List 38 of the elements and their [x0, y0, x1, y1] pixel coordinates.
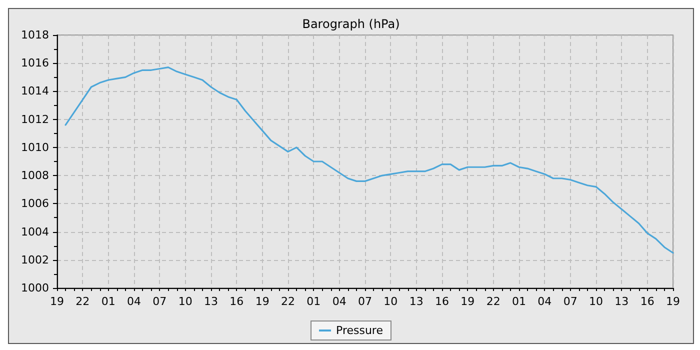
y-tick-label: 1004: [21, 225, 49, 238]
x-tick-label: 01: [512, 295, 526, 308]
x-tick-label: 13: [614, 295, 629, 308]
y-tick-label: 1012: [21, 112, 49, 126]
x-tick-label: 07: [152, 295, 167, 308]
x-tick-label: 04: [127, 295, 141, 308]
chart-title: Barograph (hPa): [302, 17, 400, 31]
x-tick-label: 13: [409, 295, 424, 308]
y-tick-label: 1002: [21, 253, 49, 266]
y-tick-label: 1010: [21, 140, 49, 154]
x-tick-label: 19: [666, 295, 680, 308]
x-tick-label: 10: [589, 295, 603, 308]
x-tick-label: 07: [563, 295, 578, 308]
x-tick-label: 01: [306, 295, 321, 308]
x-tick-label: 04: [332, 295, 346, 308]
y-tick-label: 1008: [21, 169, 49, 182]
x-tick-label: 22: [281, 295, 295, 308]
x-tick-label: 16: [640, 295, 654, 308]
x-tick-label: 16: [230, 295, 244, 308]
legend-label: Pressure: [336, 324, 384, 337]
x-tick-label: 01: [101, 295, 116, 308]
x-tick-label: 16: [435, 295, 449, 308]
x-tick-label: 19: [50, 295, 64, 308]
y-tick-label: 1006: [21, 197, 49, 210]
x-tick-label: 04: [538, 295, 552, 308]
y-tick-label: 1000: [21, 282, 49, 294]
x-tick-label: 10: [384, 295, 398, 308]
x-tick-label: 07: [358, 295, 372, 308]
x-tick-label: 19: [255, 295, 270, 308]
x-tick-label: 22: [486, 295, 500, 308]
x-tick-label: 10: [178, 295, 192, 308]
x-tick-label: 13: [204, 295, 218, 308]
y-tick-label: 1018: [21, 28, 49, 42]
line-series: [64, 66, 674, 254]
x-tick-label: 22: [76, 295, 90, 308]
y-tick-label: 1014: [21, 84, 49, 98]
x-tick-label: 19: [460, 295, 475, 308]
y-tick-label: 1016: [21, 56, 49, 70]
